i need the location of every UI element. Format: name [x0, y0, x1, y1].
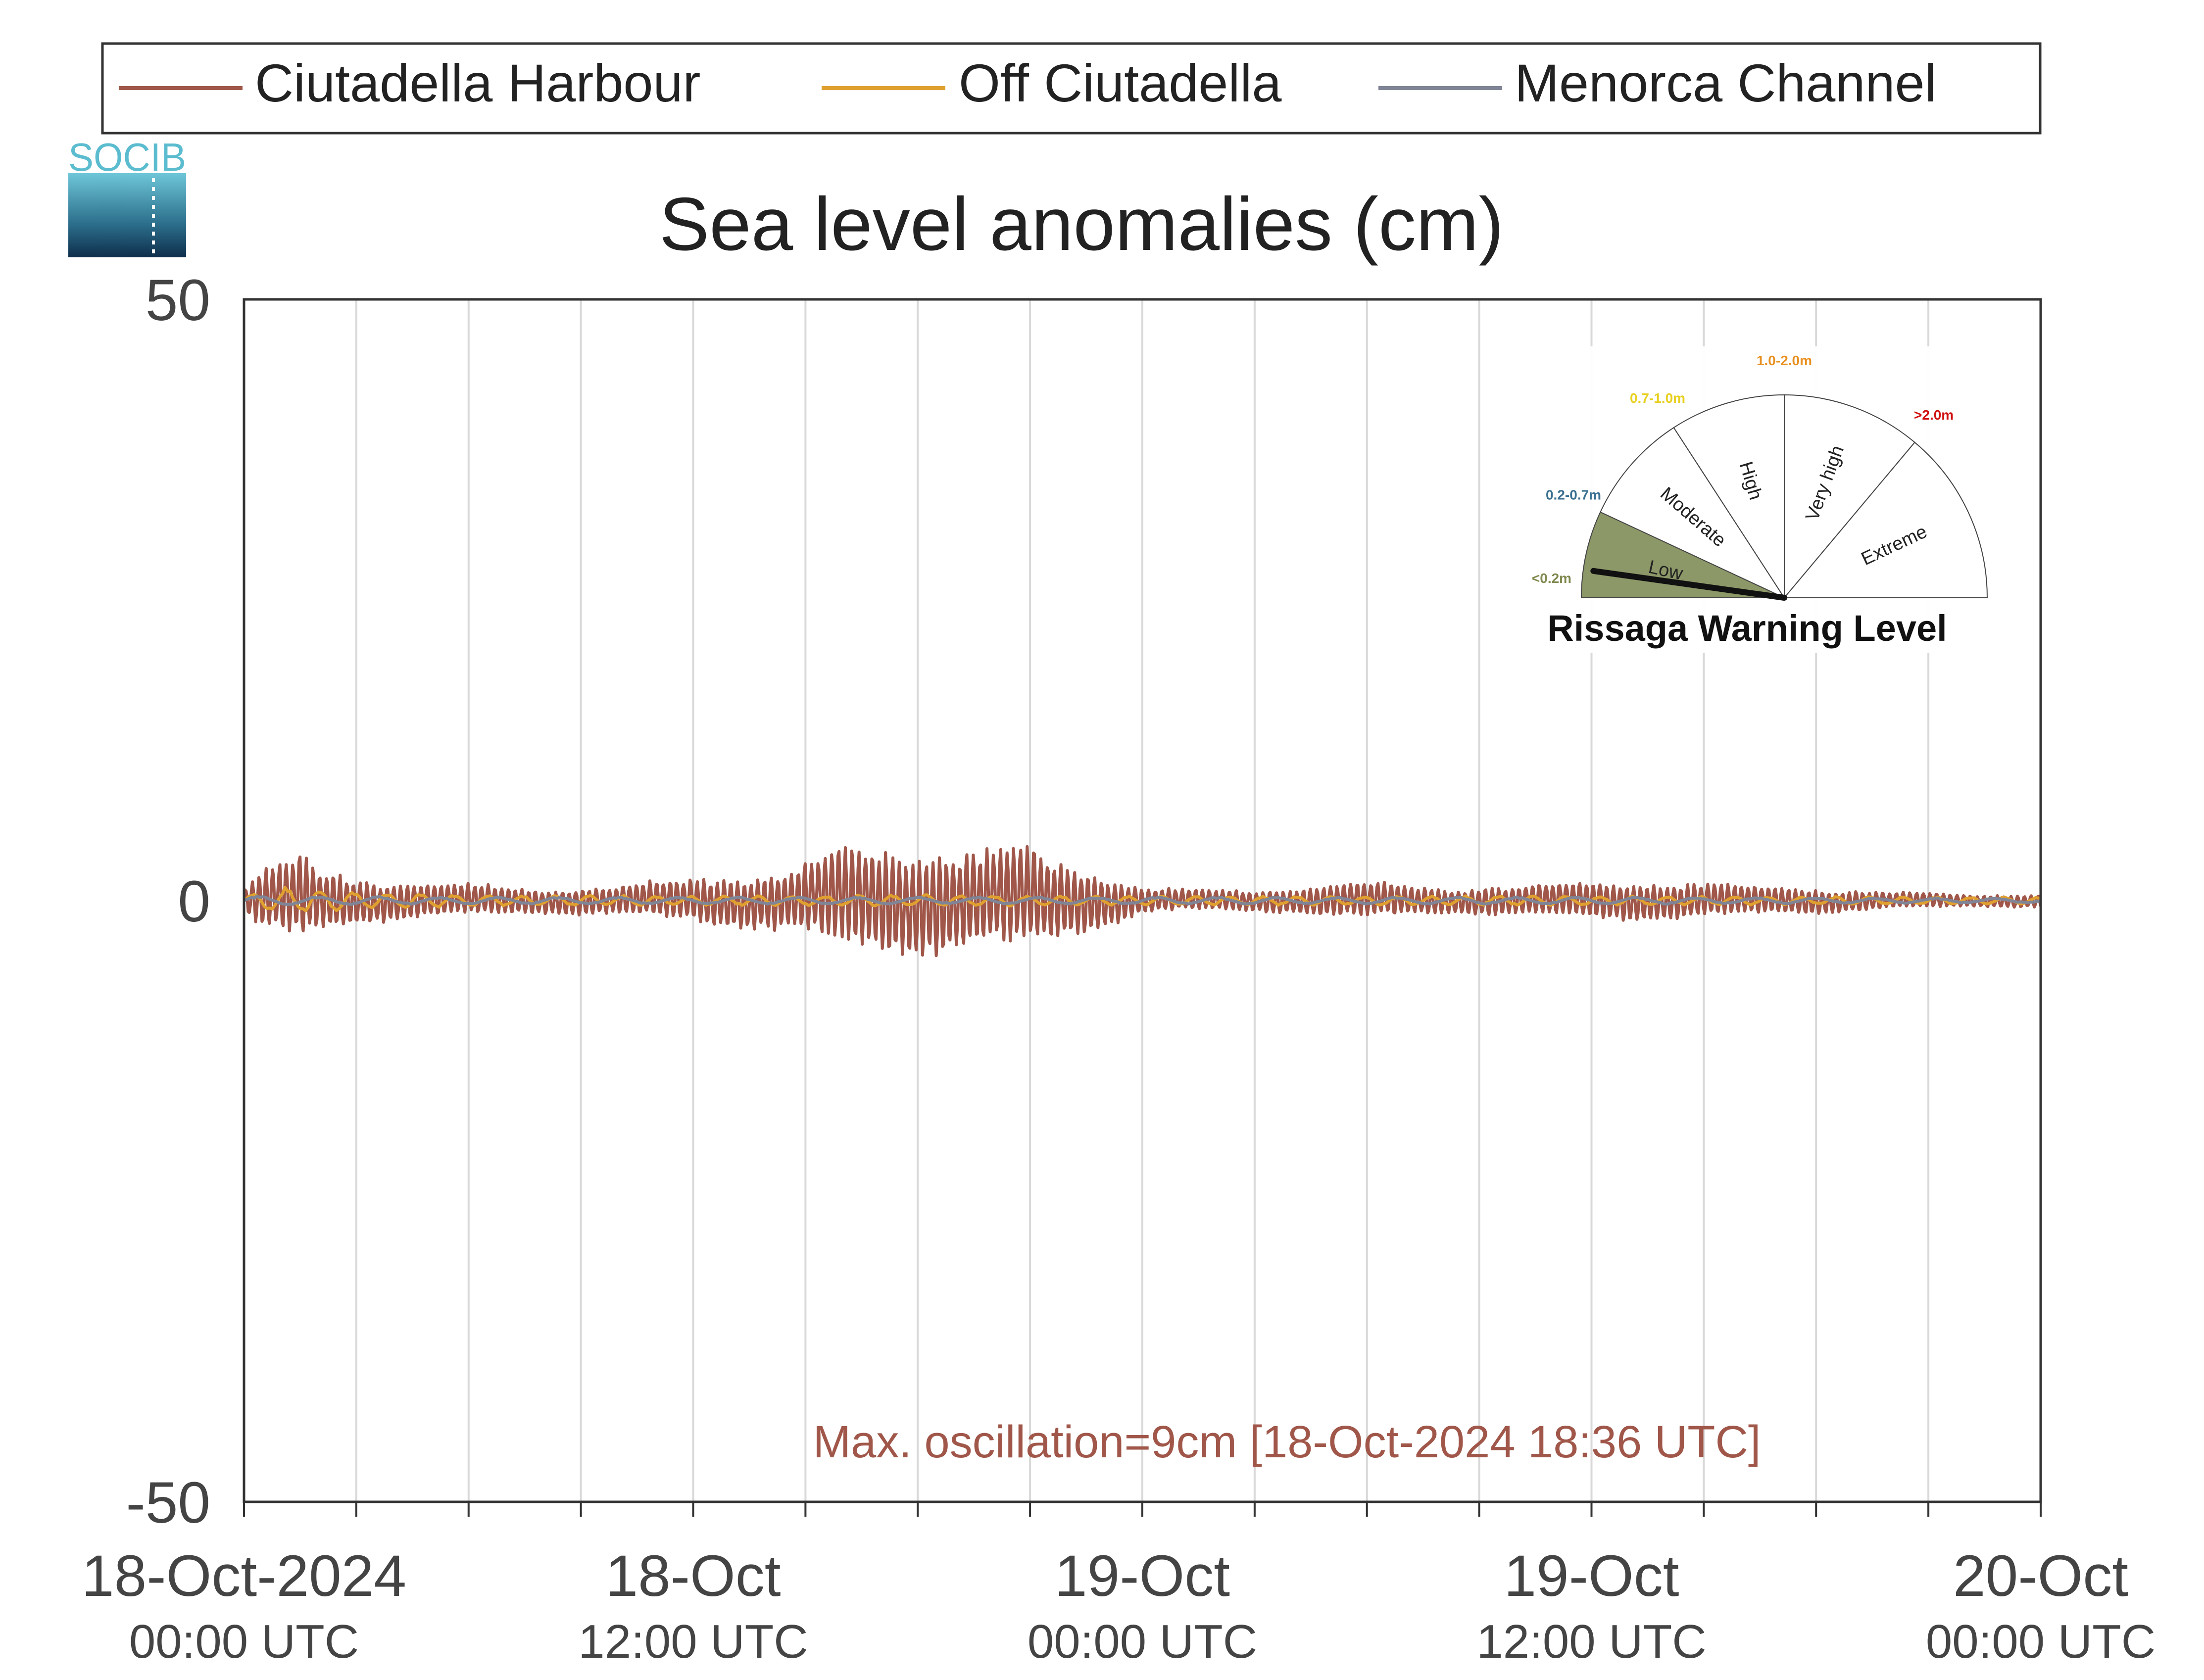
gauge-range-label: 0.7-1.0m	[1630, 390, 1685, 406]
legend-frame	[101, 42, 2042, 135]
gauge-range-label: 0.2-0.7m	[1546, 487, 1601, 502]
gauge-needle	[1590, 568, 1787, 601]
x-tick-label-date: 18-Oct	[605, 1543, 781, 1609]
x-tick-label-date: 20-Oct	[1953, 1543, 2128, 1609]
gauge-title: Rissaga Warning Level	[1547, 608, 1947, 649]
y-tick-label: -50	[126, 1470, 210, 1536]
max-oscillation-annotation: Max. oscillation=9cm [18-Oct-2024 18:36 …	[813, 1417, 1761, 1467]
x-tick-label-time: 12:00 UTC	[578, 1615, 808, 1668]
socib-logo: SOCIB	[68, 135, 186, 257]
legend-label-off-ciutadella: Off Ciutadella	[959, 53, 1282, 113]
gauge-sector-very-high	[1784, 394, 1915, 599]
x-tick-label-date: 19-Oct	[1055, 1543, 1230, 1609]
x-tick-label-date: 19-Oct	[1504, 1543, 1679, 1609]
y-tick-label: 0	[178, 869, 210, 934]
x-tick-label-date: 18-Oct-2024	[82, 1543, 406, 1609]
legend-label-menorca-channel: Menorca Channel	[1515, 53, 1937, 113]
x-tick-label-time: 00:00 UTC	[129, 1615, 359, 1668]
x-tick-label-time: 12:00 UTC	[1476, 1615, 1706, 1668]
legend: Ciutadella Harbour Off Ciutadella Menorc…	[101, 42, 2042, 135]
x-tick-label-time: 00:00 UTC	[1028, 1615, 1257, 1668]
gauge-range-label: 1.0-2.0m	[1757, 353, 1812, 368]
series-line-menorca-channel	[244, 895, 2041, 907]
chart-title: Sea level anomalies (cm)	[659, 182, 1504, 266]
gauge-range-label: <0.2m	[1532, 571, 1571, 586]
gauge-sector-high	[1673, 394, 1785, 600]
axis-ticks: 18-Oct-2024 00:00 UTC 18-Oct 12:00 UTC 19-Oc…	[82, 268, 2155, 1668]
legend-label-ciutadella-harbour: Ciutadella Harbour	[255, 53, 701, 113]
gauge-sector-moderate	[1600, 427, 1786, 599]
series-group	[244, 845, 2041, 958]
logo-text: SOCIB	[68, 135, 186, 179]
gauge-range-label: >2.0m	[1914, 407, 1954, 423]
gauge-sector-extreme	[1783, 441, 1988, 598]
plot-frame	[243, 298, 2042, 1503]
y-tick-label: 50	[146, 268, 210, 333]
x-tick-label-time: 00:00 UTC	[1926, 1615, 2155, 1668]
